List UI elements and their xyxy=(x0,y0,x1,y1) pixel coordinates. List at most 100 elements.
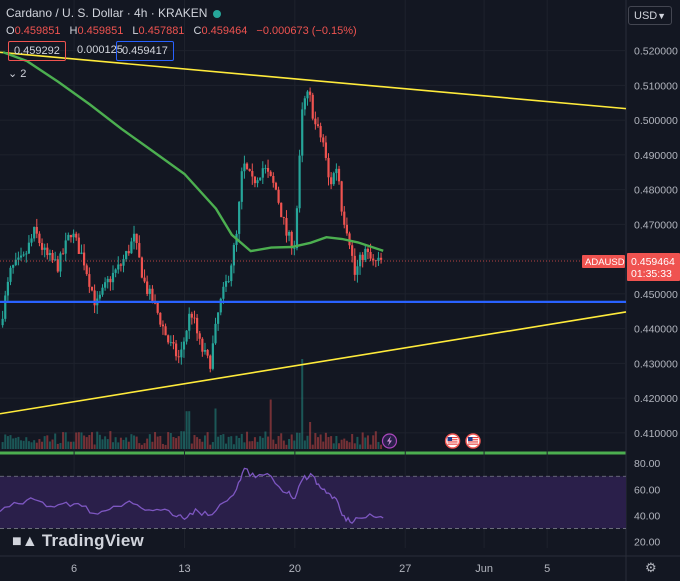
rsi-panel[interactable] xyxy=(0,467,626,529)
gear-icon[interactable]: ⚙ xyxy=(645,560,657,575)
candle-body[interactable] xyxy=(277,189,280,203)
candle-body[interactable] xyxy=(117,264,120,270)
candle-body[interactable] xyxy=(69,234,73,238)
candle-body[interactable] xyxy=(351,245,354,256)
candle-body[interactable] xyxy=(125,251,128,260)
candle-body[interactable] xyxy=(358,254,362,267)
candle-body[interactable] xyxy=(190,313,193,318)
candle-body[interactable] xyxy=(104,282,107,288)
candle-body[interactable] xyxy=(111,272,115,283)
candle-body[interactable] xyxy=(356,266,359,275)
candle-body[interactable] xyxy=(80,252,83,254)
candle-body[interactable] xyxy=(46,247,49,256)
candle-body[interactable] xyxy=(59,253,62,272)
candle-body[interactable] xyxy=(106,278,109,283)
candle-body[interactable] xyxy=(353,255,356,275)
candle-body[interactable] xyxy=(109,278,112,283)
candle-body[interactable] xyxy=(75,233,78,238)
candlestick-series[interactable] xyxy=(1,87,383,373)
candle-body[interactable] xyxy=(343,211,346,225)
candle-body[interactable] xyxy=(217,312,220,324)
candle-body[interactable] xyxy=(14,259,17,266)
candle-body[interactable] xyxy=(327,157,330,178)
candle-body[interactable] xyxy=(316,124,320,127)
candle-body[interactable] xyxy=(206,350,209,356)
candle-body[interactable] xyxy=(256,180,259,184)
candle-body[interactable] xyxy=(138,243,141,258)
candle-body[interactable] xyxy=(287,231,291,236)
candle-body[interactable] xyxy=(82,252,86,266)
indicators-collapse-button[interactable]: ⌄ 2 xyxy=(8,67,26,80)
candle-body[interactable] xyxy=(174,343,178,357)
candle-body[interactable] xyxy=(9,267,12,282)
candle-body[interactable] xyxy=(27,242,31,254)
symbol-header[interactable]: Cardano / U. S. Dollar · 4h · KRAKEN xyxy=(6,6,222,20)
candle-body[interactable] xyxy=(43,247,46,250)
candle-body[interactable] xyxy=(33,226,36,239)
candle-body[interactable] xyxy=(12,265,15,268)
candle-body[interactable] xyxy=(369,251,372,259)
candle-body[interactable] xyxy=(88,274,91,287)
sell-price-button[interactable]: 0.459292 xyxy=(8,41,66,61)
candle-body[interactable] xyxy=(259,177,262,181)
candle-body[interactable] xyxy=(132,233,136,242)
candle-body[interactable] xyxy=(198,333,201,339)
candle-body[interactable] xyxy=(293,248,296,249)
candle-body[interactable] xyxy=(30,238,33,243)
candle-body[interactable] xyxy=(77,237,80,254)
candle-body[interactable] xyxy=(340,181,343,212)
candle-body[interactable] xyxy=(19,255,23,258)
candle-body[interactable] xyxy=(251,171,254,177)
candle-body[interactable] xyxy=(180,349,183,358)
candle-body[interactable] xyxy=(209,355,212,369)
candle-body[interactable] xyxy=(17,257,20,260)
candle-body[interactable] xyxy=(345,224,349,234)
candle-body[interactable] xyxy=(335,168,338,174)
candle-body[interactable] xyxy=(303,98,306,110)
candle-body[interactable] xyxy=(301,109,304,156)
candle-body[interactable] xyxy=(295,208,299,249)
candle-body[interactable] xyxy=(240,171,243,202)
candle-body[interactable] xyxy=(167,335,170,343)
candle-body[interactable] xyxy=(285,217,288,236)
candle-body[interactable] xyxy=(196,317,199,334)
candle-body[interactable] xyxy=(164,326,167,336)
time-axis[interactable]: 6 13 20 27 Jun 5 xyxy=(71,563,550,575)
candle-body[interactable] xyxy=(122,259,125,266)
candle-body[interactable] xyxy=(6,281,9,296)
candle-body[interactable] xyxy=(230,265,233,282)
candle-body[interactable] xyxy=(314,118,317,125)
candle-body[interactable] xyxy=(232,244,235,266)
candle-body[interactable] xyxy=(161,324,165,327)
us-flag-icon[interactable] xyxy=(444,433,461,449)
candle-body[interactable] xyxy=(159,312,162,325)
candle-body[interactable] xyxy=(148,288,151,294)
candle-body[interactable] xyxy=(372,258,375,261)
candle-body[interactable] xyxy=(22,254,25,256)
candle-body[interactable] xyxy=(35,226,38,234)
candle-body[interactable] xyxy=(172,341,175,344)
candle-body[interactable] xyxy=(98,294,101,299)
candle-body[interactable] xyxy=(379,257,383,260)
candle-body[interactable] xyxy=(90,286,94,291)
candle-body[interactable] xyxy=(156,302,159,313)
candle-body[interactable] xyxy=(182,341,186,350)
candle-body[interactable] xyxy=(309,91,312,95)
candle-body[interactable] xyxy=(114,269,117,273)
candle-body[interactable] xyxy=(274,182,278,190)
candle-body[interactable] xyxy=(298,155,301,209)
lower-trendline[interactable] xyxy=(0,311,627,415)
candle-body[interactable] xyxy=(264,167,267,169)
candle-body[interactable] xyxy=(153,302,157,304)
candle-body[interactable] xyxy=(188,313,191,331)
candle-body[interactable] xyxy=(146,281,149,294)
candle-body[interactable] xyxy=(169,341,172,343)
candle-body[interactable] xyxy=(51,253,54,261)
candle-body[interactable] xyxy=(40,243,44,250)
price-axis[interactable]: 0.520000 0.510000 0.500000 0.490000 0.480000… xyxy=(582,46,680,549)
candle-body[interactable] xyxy=(201,338,204,352)
candle-body[interactable] xyxy=(214,323,217,344)
candle-body[interactable] xyxy=(361,254,364,260)
candle-body[interactable] xyxy=(243,163,246,172)
us-flag-icon[interactable] xyxy=(465,433,481,449)
